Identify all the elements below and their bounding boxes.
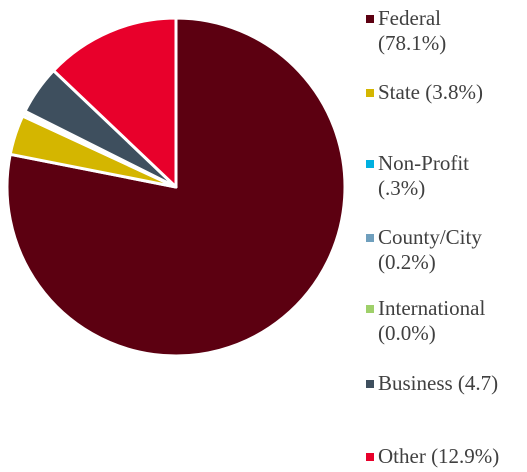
pie	[5, 16, 347, 358]
pie-slice	[52, 16, 178, 189]
legend-swatch	[366, 160, 374, 168]
legend-swatch	[366, 234, 374, 242]
legend-label: Federal (78.1%)	[378, 6, 447, 55]
legend-label: International (0.0%)	[378, 296, 486, 345]
legend-label: Business (4.7)	[378, 371, 499, 395]
legend-label: Non-Profit (.3%)	[378, 151, 469, 200]
legend-swatch	[366, 15, 374, 23]
legend-label: State (3.8%)	[378, 80, 483, 104]
pie-slice	[5, 16, 347, 358]
legend-swatch	[366, 453, 374, 461]
legend-label: County/City (0.2%)	[378, 225, 482, 274]
legend-swatch	[366, 89, 374, 97]
legend-swatch	[366, 305, 374, 313]
legend-swatch	[366, 380, 374, 388]
legend-label: Other (12.9%)	[378, 444, 500, 468]
